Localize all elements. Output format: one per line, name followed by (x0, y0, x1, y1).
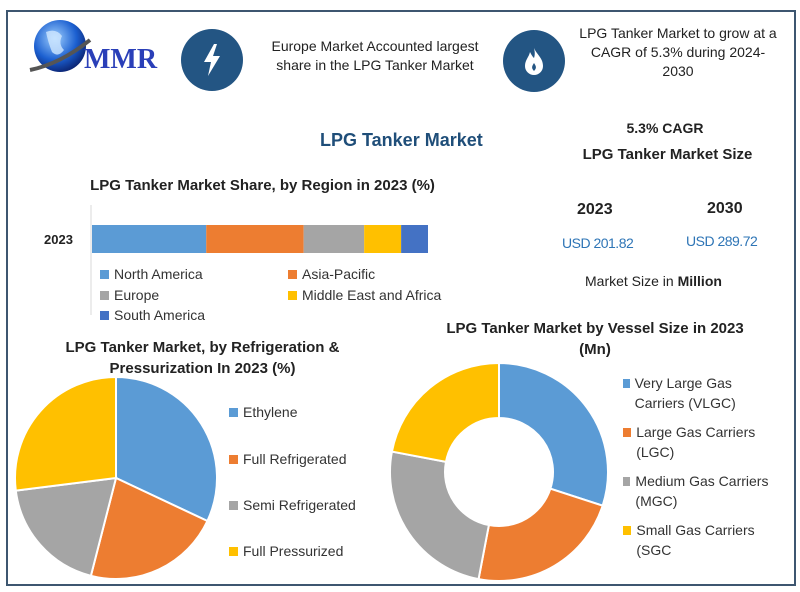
legend-item-europe: Europe (100, 287, 159, 303)
legend-item-full-refrigerated: Full Refrigerated (229, 451, 347, 467)
legend-label: Very Large Gas Carriers (VLGC) (634, 375, 736, 411)
legend-item-south-america: South America (100, 307, 205, 323)
bar-segment-north-america (92, 225, 207, 253)
market-size-note: Market Size in Million (585, 273, 722, 289)
legend-item-medium-gas-carriers-mgc: Medium Gas Carriers (MGC) (623, 471, 783, 511)
bar-segment-middle-east-and-africa (364, 225, 402, 253)
legend-swatch (229, 500, 238, 510)
legend-swatch (229, 454, 238, 464)
legend-label: Semi Refrigerated (243, 497, 356, 513)
donut-slice-medium-gas-carriers-mgc (389, 450, 491, 581)
legend-item-large-gas-carriers-lgc: Large Gas Carriers (LGC) (623, 422, 783, 462)
info-europe-text: Europe Market Accounted largest share in… (271, 38, 479, 73)
legend-label: Ethylene (243, 404, 298, 420)
legend-item-very-large-gas-carriers-vlgc: Very Large Gas Carriers (VLGC) (623, 373, 783, 413)
legend-swatch (288, 290, 297, 300)
year-2023: 2023 (577, 201, 613, 218)
flame-icon (503, 30, 565, 92)
legend-swatch (100, 269, 109, 279)
legend-label: Medium Gas Carriers (MGC) (635, 473, 769, 509)
legend-label: South America (114, 307, 206, 323)
pie-slice-full-refrigerated (89, 476, 209, 580)
legend-label: North America (114, 266, 203, 282)
legend-swatch (623, 526, 632, 535)
legend-item-full-pressurized: Full Pressurized (229, 543, 343, 559)
pie-slice-semi-refrigerated (14, 476, 118, 578)
legend-swatch (229, 407, 238, 417)
legend-label: Europe (114, 287, 160, 303)
legend-item-semi-refrigerated: Semi Refrigerated (229, 497, 356, 513)
legend-item-ethylene: Ethylene (229, 404, 297, 420)
lightning-icon (181, 29, 243, 91)
legend-label: Middle East and Africa (302, 287, 442, 303)
pie-chart (14, 375, 218, 580)
value-2030: USD 289.72 (686, 233, 758, 249)
bar-category-label: 2023 (44, 232, 73, 247)
bar-segment-asia-pacific (206, 225, 304, 253)
legend-item-middle-east-and-africa: Middle East and Africa (288, 287, 441, 303)
main-title: LPG Tanker Market (320, 130, 483, 150)
cagr-label: 5.3% CAGR (626, 120, 704, 136)
legend-swatch (623, 428, 632, 437)
bar-segment-south-america (401, 225, 428, 253)
note-bold: Million (677, 273, 722, 289)
legend-swatch (229, 546, 238, 556)
legend-swatch (623, 477, 631, 486)
bar-segment-europe (303, 225, 365, 253)
mmr-logo: MMR (28, 18, 163, 80)
legend-label: Large Gas Carriers (LGC) (636, 424, 756, 460)
year-2030: 2030 (707, 200, 743, 217)
logo-text: MMR (84, 44, 158, 75)
value-2023: USD 201.82 (562, 235, 634, 251)
donut-chart-title: LPG Tanker Market by Vessel Size in 2023… (446, 320, 744, 358)
legend-label: Full Pressurized (243, 543, 344, 559)
market-size-title: LPG Tanker Market Size (582, 146, 753, 163)
legend-item-asia-pacific: Asia-Pacific (288, 266, 375, 282)
infographic-frame (6, 10, 796, 586)
donut-chart (389, 361, 609, 582)
legend-label: Asia-Pacific (302, 266, 376, 282)
legend-swatch (100, 290, 109, 300)
info-cagr-text: LPG Tanker Market to grow at a CAGR of 5… (579, 25, 777, 79)
legend-swatch (100, 310, 109, 320)
globe-icon (29, 20, 92, 72)
donut-slice-small-gas-carriers-sgc (390, 361, 500, 464)
legend-item-north-america: North America (100, 266, 203, 282)
pie-chart-title: LPG Tanker Market, by Refrigeration & Pr… (65, 339, 340, 377)
legend-label: Full Refrigerated (243, 451, 347, 467)
legend-item-small-gas-carriers-sgc: Small Gas Carriers (SGC (623, 520, 783, 560)
pie-slice-full-pressurized (14, 375, 117, 492)
legend-swatch (623, 379, 630, 388)
stacked-bar-chart (90, 205, 428, 315)
legend-swatch (288, 269, 297, 279)
bar-chart-title: LPG Tanker Market Share, by Region in 20… (90, 177, 435, 194)
note-prefix: Market Size in (585, 273, 678, 289)
donut-slice-large-gas-carriers-lgc (477, 487, 604, 582)
donut-slice-very-large-gas-carriers-vlgc (498, 361, 609, 507)
pie-slice-ethylene (115, 375, 218, 523)
legend-label: Small Gas Carriers (SGC (636, 522, 755, 558)
